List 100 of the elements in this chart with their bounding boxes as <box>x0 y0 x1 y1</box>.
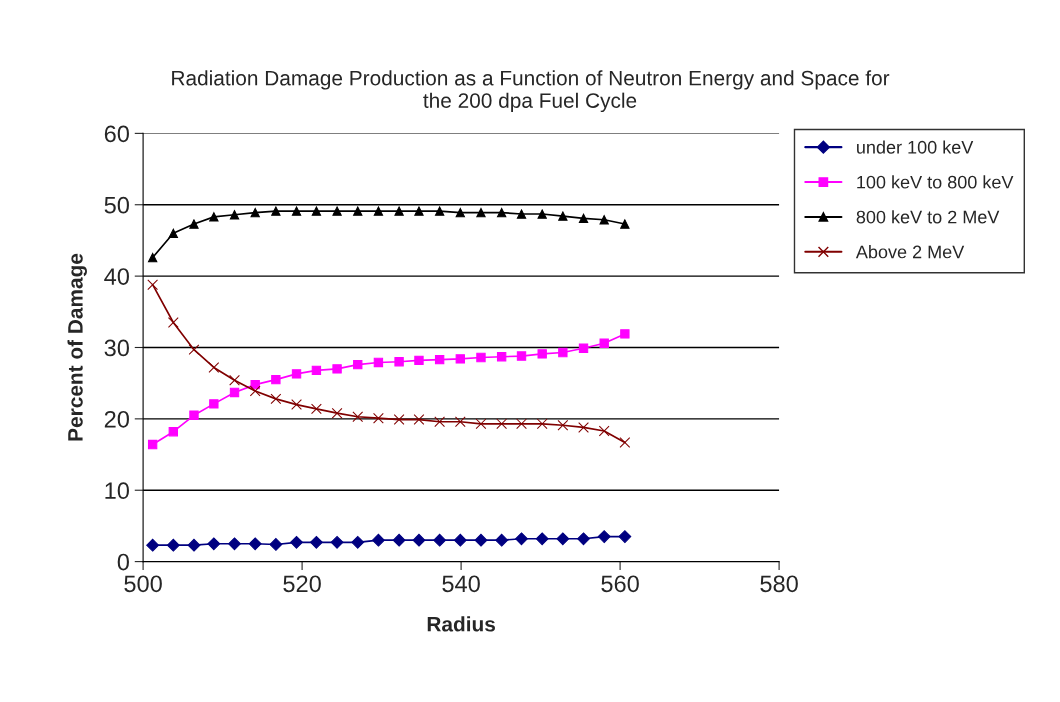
point <box>208 362 220 373</box>
point <box>620 329 630 339</box>
legend-label: 100 keV to 800 keV <box>857 175 1014 189</box>
point <box>248 537 262 551</box>
point <box>619 437 631 448</box>
point <box>618 530 632 544</box>
point <box>454 416 466 428</box>
point <box>351 535 365 549</box>
y-tick-label: 20 <box>104 410 129 428</box>
point <box>146 538 160 552</box>
point <box>187 538 201 552</box>
point <box>310 535 323 549</box>
point <box>414 206 424 216</box>
point <box>188 344 200 356</box>
point <box>229 387 240 398</box>
point <box>434 354 445 365</box>
point <box>394 357 404 367</box>
y-tick-label: 30 <box>104 339 129 357</box>
point <box>372 533 385 547</box>
point <box>373 206 384 216</box>
point <box>620 219 630 229</box>
point <box>228 537 241 551</box>
point <box>558 211 568 221</box>
point <box>290 535 303 549</box>
point <box>271 206 281 216</box>
point <box>269 538 283 551</box>
point <box>189 219 199 229</box>
point <box>229 210 240 220</box>
point <box>271 374 281 385</box>
legend-label: 800 keV to 2 MeV <box>856 210 1000 224</box>
point <box>353 359 363 370</box>
x-tick-label: 580 <box>760 575 798 593</box>
point <box>599 338 609 348</box>
point <box>209 212 219 222</box>
point <box>331 407 343 419</box>
point <box>207 537 221 551</box>
point <box>250 207 260 218</box>
point <box>578 213 589 223</box>
point <box>455 354 465 364</box>
y-axis-title: Percent of Damage <box>67 253 87 441</box>
point <box>291 399 302 410</box>
point <box>496 352 507 362</box>
point <box>147 252 158 263</box>
point <box>516 209 527 219</box>
point <box>392 533 406 547</box>
x-tick-label: 540 <box>442 575 480 593</box>
x-tick-label: 560 <box>601 575 639 593</box>
point <box>168 228 178 238</box>
point <box>597 530 611 544</box>
y-tick-label: 40 <box>104 268 129 285</box>
point <box>516 351 527 361</box>
point <box>291 369 302 379</box>
point <box>229 374 240 386</box>
x-axis-title: Radius <box>427 616 495 632</box>
y-tick-label: 60 <box>104 125 129 143</box>
point <box>537 349 547 359</box>
legend-label: under 100 keV <box>857 140 974 154</box>
point <box>189 410 199 420</box>
point <box>537 209 547 219</box>
point <box>168 427 178 437</box>
point <box>412 533 426 547</box>
point <box>414 355 424 366</box>
point <box>311 403 322 415</box>
point <box>330 535 344 549</box>
point <box>166 538 180 552</box>
point <box>147 439 158 450</box>
point <box>516 418 527 430</box>
point <box>455 207 465 218</box>
point <box>453 533 467 547</box>
point <box>578 422 589 433</box>
point <box>249 385 261 397</box>
point <box>373 412 384 424</box>
y-tick-label: 50 <box>104 196 129 214</box>
point <box>475 418 487 430</box>
point <box>496 418 508 430</box>
point <box>476 207 486 218</box>
point <box>373 357 384 368</box>
chart-title: Radiation Damage Production as a Function of Neutron Energy and Space for the 200 dpa Fuel Cycle <box>172 70 890 113</box>
point <box>270 393 282 405</box>
point <box>577 532 590 546</box>
point <box>474 533 488 547</box>
point <box>599 215 609 225</box>
point <box>311 206 322 216</box>
point <box>394 206 404 216</box>
point <box>495 533 509 547</box>
point <box>557 419 569 431</box>
legend-label: Above 2 MeV <box>855 245 965 259</box>
point <box>536 418 548 430</box>
x-tick-label: 500 <box>124 575 162 593</box>
point <box>535 532 549 546</box>
point <box>209 399 219 409</box>
point <box>393 414 405 425</box>
point <box>147 279 159 291</box>
point <box>476 352 486 363</box>
y-tick-label: 10 <box>105 482 129 500</box>
point <box>167 317 179 328</box>
point <box>413 414 425 425</box>
point <box>515 532 528 546</box>
point <box>434 206 445 216</box>
point <box>578 343 589 353</box>
